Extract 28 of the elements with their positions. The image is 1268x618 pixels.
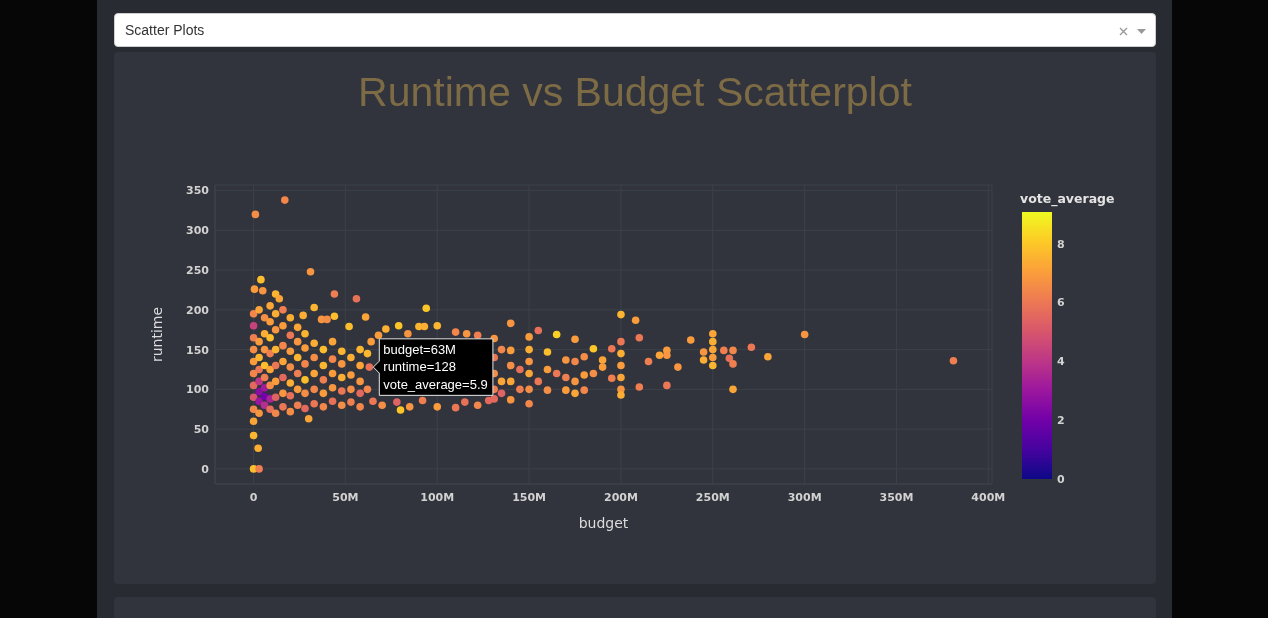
x-axis-title: budget (578, 515, 629, 531)
x-tick-label: 200M (603, 490, 638, 504)
y-axis-title: runtime (149, 306, 165, 363)
color-bar-title: vote_average (1020, 191, 1115, 207)
color-bar-label: 0 (1057, 472, 1065, 486)
x-tick-label: 400M (971, 490, 1006, 504)
color-bar-label: 2 (1057, 413, 1065, 427)
x-tick-label: 150M (512, 490, 547, 504)
color-bar-label: 8 (1057, 237, 1065, 251)
x-tick-label: 50M (332, 490, 359, 504)
dropdown: Scatter Plots (114, 13, 1156, 47)
annotation: budget=63M runtime=128 vote_average=5.9 (383, 341, 488, 392)
color-bar-label: 4 (1057, 355, 1065, 369)
y-tick-label: 350 (186, 184, 210, 198)
x-tick-label: 100M (420, 490, 455, 504)
x-tick-label: 250M (695, 490, 730, 504)
x-tick-label: 350M (879, 490, 914, 504)
y-tick-label: 0 (201, 462, 210, 476)
y-tick-label: 250 (186, 263, 210, 277)
y-tick-label: 300 (186, 224, 210, 238)
x-tick-label: 300M (787, 490, 822, 504)
y-tick-label: 50 (193, 423, 210, 437)
color-bar-label: 6 (1057, 296, 1065, 310)
x-tick-label: 0 (249, 490, 258, 504)
y-tick-label: 150 (186, 343, 210, 357)
chart-title: Runtime vs Budget Scatterplot (357, 68, 913, 116)
y-tick-label: 100 (186, 383, 210, 397)
y-tick-label: 200 (186, 303, 210, 317)
